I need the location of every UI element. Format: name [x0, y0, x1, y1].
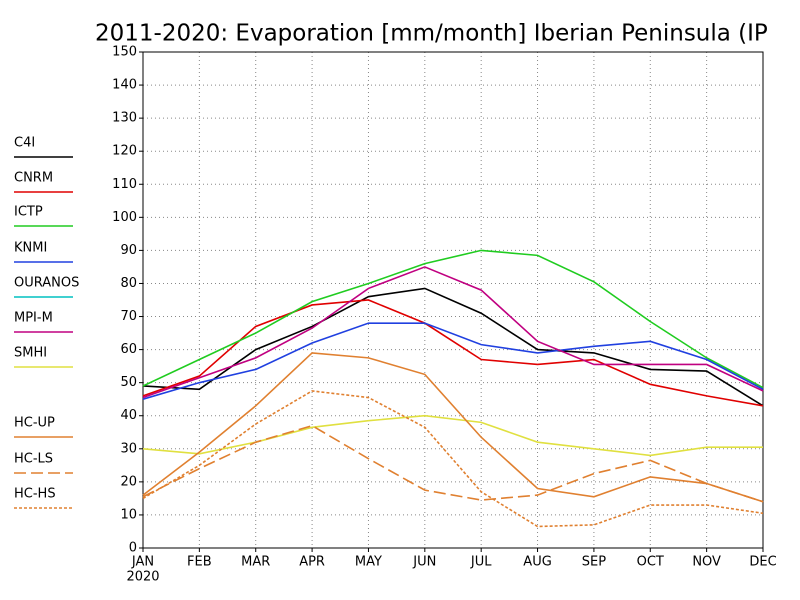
legend-label: C4I: [14, 136, 35, 151]
y-tick-label: 70: [120, 309, 137, 324]
legend-label: OURANOS: [14, 276, 79, 291]
x-tick-label: MAR: [241, 555, 270, 570]
y-tick-label: 40: [120, 408, 137, 423]
x-tick-label: NOV: [692, 555, 721, 570]
series-line: [142, 322, 764, 400]
x-tick-label: APR: [299, 555, 325, 570]
legend-label: HC-LS: [14, 452, 53, 467]
legend-label: CNRM: [14, 171, 53, 186]
series-line: [142, 299, 764, 407]
y-tick-label: 120: [112, 144, 137, 159]
series-line: [142, 287, 764, 407]
series-line: [142, 390, 764, 528]
y-tick-label: 130: [112, 111, 137, 126]
legend-label: HC-UP: [14, 416, 55, 431]
x-tick-label: OCT: [637, 555, 664, 570]
y-tick-label: 150: [112, 45, 137, 60]
series-line: [142, 266, 764, 399]
series-line: [142, 352, 764, 503]
y-tick-label: 0: [129, 541, 137, 556]
y-tick-label: 90: [120, 243, 137, 258]
y-tick-label: 140: [112, 78, 137, 93]
y-tick-label: 50: [120, 375, 137, 390]
y-tick-label: 20: [120, 474, 137, 489]
x-tick-label: JUL: [470, 555, 492, 570]
legend-label: ICTP: [14, 205, 43, 220]
y-tick-label: 110: [112, 177, 137, 192]
legend-label: SMHI: [14, 346, 47, 361]
chart-title: 2011-2020: Evaporation [mm/month] Iberia…: [95, 21, 768, 47]
x-tick-label: DEC: [749, 555, 776, 570]
x-sublabel: 2020: [126, 570, 159, 585]
y-tick-label: 30: [120, 441, 137, 456]
x-tick-label: MAY: [355, 555, 382, 570]
legend-label: MPI-M: [14, 311, 53, 326]
x-tick-label: SEP: [582, 555, 606, 570]
legend-label: HC-HS: [14, 487, 56, 502]
series-line: [142, 249, 764, 389]
x-tick-label: AUG: [523, 555, 551, 570]
x-tick-label: FEB: [187, 555, 212, 570]
plot-frame: [142, 51, 764, 549]
x-tick-label: JAN: [131, 555, 154, 570]
series-line: [142, 424, 764, 503]
y-tick-label: 60: [120, 342, 137, 357]
y-tick-label: 10: [120, 507, 137, 522]
x-tick-label: JUN: [412, 555, 436, 570]
y-tick-label: 80: [120, 276, 137, 291]
series-line: [142, 414, 763, 457]
legend-label: KNMI: [14, 241, 47, 256]
y-tick-label: 100: [112, 210, 137, 225]
